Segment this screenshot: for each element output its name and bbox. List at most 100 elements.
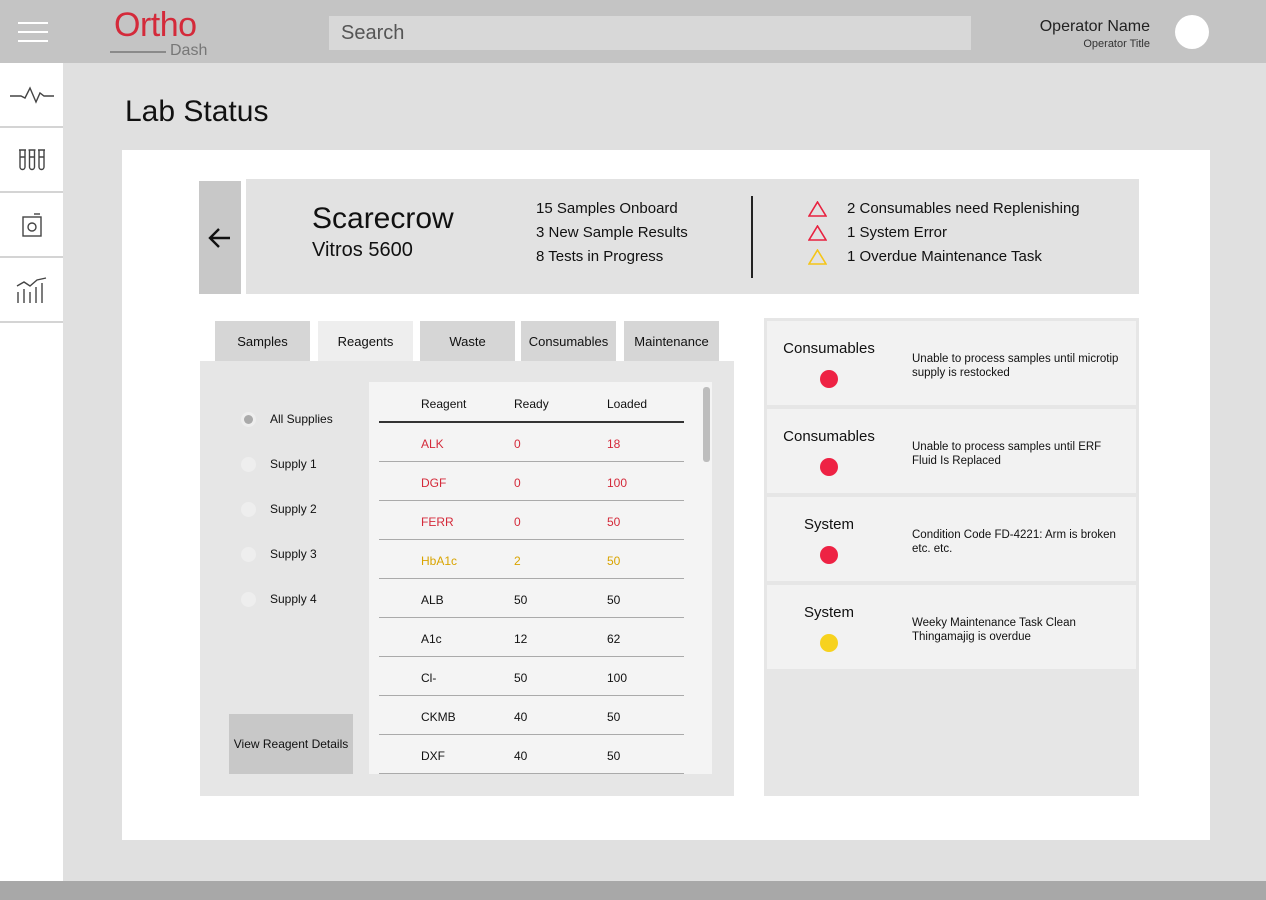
alert-description: Unable to process samples until microtip… [912,353,1119,379]
cell-ready: 50 [514,593,528,607]
summary-divider [751,196,753,278]
alert-maintenance: 1 Overdue Maintenance Task [847,248,1042,265]
alert-description: Unable to process samples until ERF Flui… [912,441,1102,467]
table-row[interactable]: DGF 0 100 [379,462,684,501]
table-scrollbar-thumb[interactable] [703,387,710,462]
alert-card[interactable]: Consumables Unable to process samples unt… [767,321,1136,405]
view-reagent-details-button[interactable]: View Reagent Details [229,714,353,774]
tab-samples[interactable]: Samples [215,321,310,361]
pulse-icon [9,85,54,104]
cell-loaded: 50 [607,554,621,568]
status-dot-icon [820,546,838,564]
warning-triangle-icon [808,225,827,241]
operator-title: Operator Title [1083,38,1150,50]
page-title: Lab Status [125,95,269,128]
cell-reagent: DXF [421,749,445,763]
alert-description: Condition Code FD-4221: Arm is broken et… [912,529,1116,555]
status-dot-icon [820,634,838,652]
stat-count: 15 [536,200,553,217]
cell-reagent: ALK [421,437,444,451]
cell-reagent: Cl- [421,671,437,685]
cell-ready: 40 [514,710,528,724]
alert-category: Consumables [783,428,875,445]
cell-loaded: 18 [607,437,621,451]
status-dot-icon [820,458,838,476]
cell-loaded: 50 [607,593,621,607]
radio-button[interactable] [241,411,256,427]
alert-card[interactable]: System Condition Code FD-4221: Arm is bro… [767,497,1136,581]
table-row[interactable]: ALB 50 50 [379,579,684,618]
alert-category: System [803,604,854,621]
cell-ready: 2 [514,554,521,568]
tab-consumables[interactable]: Consumables [521,321,616,361]
supply-option-3[interactable]: Supply 3 [241,546,317,562]
radio-button[interactable] [241,501,256,517]
supply-option-1[interactable]: Supply 1 [241,456,317,472]
table-row[interactable]: HbA1c 2 50 [379,540,684,579]
table-row[interactable]: CKMB 40 50 [379,696,684,735]
stat-count: 3 [536,224,545,241]
supply-label: Supply 1 [270,457,317,471]
cell-ready: 0 [514,437,521,451]
app-logo[interactable]: Ortho Dash [110,6,220,60]
table-row[interactable]: ALK 0 18 [379,423,684,462]
warning-triangle-icon [808,249,827,265]
cell-reagent: DGF [421,476,447,490]
cell-reagent: CKMB [421,710,456,724]
supply-label: Supply 3 [270,547,317,561]
cell-reagent: HbA1c [421,554,458,568]
table-row[interactable]: A1c 12 62 [379,618,684,657]
radio-button[interactable] [241,546,256,562]
warning-triangle-icon [808,201,827,217]
nav-item-status[interactable] [0,63,63,128]
cell-loaded: 100 [607,671,628,685]
alert-card[interactable]: Consumables Unable to process samples unt… [767,409,1136,493]
status-dot-icon [820,370,838,388]
tab-reagents[interactable]: Reagents [318,321,413,361]
nav-item-instrument[interactable] [0,193,63,258]
column-header-ready: Ready [514,397,549,411]
arrow-left-icon [208,227,230,248]
cell-loaded: 50 [607,515,621,529]
stat-samples-onboard: 15 Samples Onboard [536,200,678,217]
supply-option-all[interactable]: All Supplies [241,411,333,427]
stat-count: 8 [536,248,545,265]
supply-label: All Supplies [270,412,333,426]
column-header-loaded: Loaded [607,397,648,411]
avatar[interactable] [1175,15,1209,49]
device-name: Scarecrow [312,202,454,235]
table-row[interactable]: FERR 0 50 [379,501,684,540]
alert-card[interactable]: System Weeky Maintenance Task Clean Thing… [767,585,1136,669]
device-summary [246,179,1139,294]
table-row[interactable]: Cl- 50 100 [379,657,684,696]
side-nav [0,63,63,881]
table-row[interactable]: DXF 40 50 [379,735,684,774]
radio-button[interactable] [241,591,256,607]
cell-loaded: 50 [607,710,621,724]
alert-description: Weeky Maintenance Task Clean Thingamajig… [912,617,1076,643]
stat-label: New Sample Results [548,224,688,241]
stat-new-results: 3 New Sample Results [536,224,688,241]
supply-option-4[interactable]: Supply 4 [241,591,317,607]
supply-option-2[interactable]: Supply 2 [241,501,317,517]
logo-main-text: Ortho [114,6,197,44]
cell-ready: 12 [514,632,528,646]
search-input[interactable] [329,16,971,50]
cell-reagent: FERR [421,515,454,529]
cell-loaded: 62 [607,632,621,646]
nav-item-analytics[interactable] [0,258,63,323]
alert-system-error: 1 System Error [847,224,948,241]
tab-maintenance[interactable]: Maintenance [624,321,719,361]
alert-category: Consumables [783,340,875,357]
nav-item-samples[interactable] [0,128,63,193]
table-scrollbar-track[interactable] [703,385,711,774]
logo-sub-text: Dash [170,42,208,59]
tab-waste[interactable]: Waste [420,321,515,361]
logo-underline [110,51,166,53]
test-tubes-icon [18,148,45,170]
bottom-bar [0,881,1266,900]
radio-button[interactable] [241,456,256,472]
top-bar: Ortho Dash Operator Name Operator Title [0,0,1266,63]
menu-icon[interactable] [18,22,48,42]
back-button[interactable] [199,181,241,294]
